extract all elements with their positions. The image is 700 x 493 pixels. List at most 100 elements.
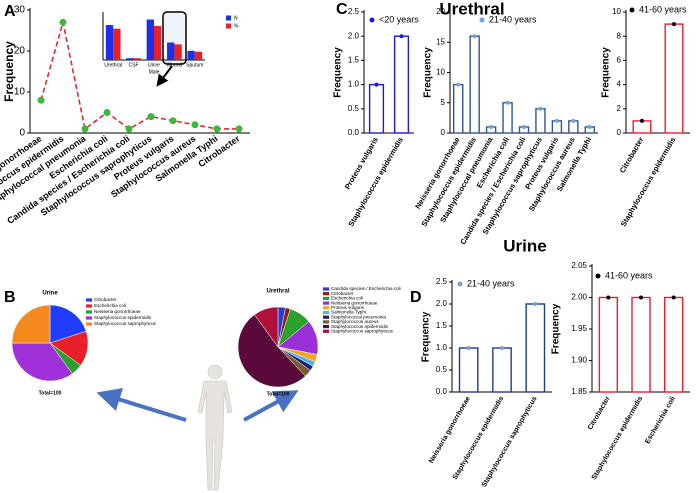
bar xyxy=(368,83,385,134)
legend-marker xyxy=(226,23,231,29)
legend-label: 41-60 years xyxy=(639,4,687,14)
legend-label: Staphylococcus saprophyticus xyxy=(94,321,156,326)
legend-marker xyxy=(323,325,329,329)
bar-dot xyxy=(571,118,576,123)
section-title: Urethral xyxy=(439,0,504,18)
legend-label: Staphylococcus saprophyticus xyxy=(331,329,393,334)
data-line xyxy=(40,22,239,131)
y-tick-label: 1.5 xyxy=(348,56,360,65)
bar-dot xyxy=(472,34,477,39)
pie-title: Urethral xyxy=(266,289,289,295)
bar xyxy=(469,35,480,134)
bar xyxy=(126,58,134,60)
pie-slice xyxy=(254,306,279,348)
legend-marker xyxy=(86,316,92,320)
legend-label: Neisseria gonorrhoeae xyxy=(94,309,141,314)
bar xyxy=(453,83,464,134)
legend-label: Staphylococcal pneumonia xyxy=(331,314,386,319)
panel-label: B xyxy=(4,289,16,306)
legend-marker xyxy=(323,315,329,319)
legend-marker xyxy=(86,298,92,302)
arrow xyxy=(156,65,173,87)
x-tick-label: Staphylococcus saprophyticus xyxy=(481,395,539,488)
panel-label: C xyxy=(336,1,348,18)
legend-label: Citrobacter xyxy=(331,291,354,296)
legend-label: Escherichia coli xyxy=(331,296,363,301)
pie-slice xyxy=(49,304,87,344)
y-tick-label: 10 xyxy=(14,87,26,98)
data-point xyxy=(147,113,155,121)
bar-dot xyxy=(606,295,611,300)
legend-marker xyxy=(323,329,329,333)
y-tick-label: 1.5 xyxy=(436,321,448,330)
y-tick-label: 1.0 xyxy=(348,80,360,89)
x-tick-label: Citrobacter xyxy=(587,395,612,431)
bar xyxy=(492,347,512,393)
x-tick-label: CSF xyxy=(129,62,139,68)
y-axis-label: Frequency xyxy=(421,311,432,362)
y-tick-label: 2.0 xyxy=(436,299,448,308)
legend-marker xyxy=(323,310,329,315)
legend-label: Citrobacter xyxy=(94,297,117,302)
y-tick-label: 1.95 xyxy=(571,324,587,333)
bar xyxy=(133,58,141,60)
y-tick-label: 20 xyxy=(14,46,26,57)
bar-dot xyxy=(374,82,379,87)
y-tick-label: 0.5 xyxy=(436,365,448,374)
legend-marker xyxy=(369,17,375,23)
x-tick-label: Citrobacter xyxy=(618,135,646,174)
y-tick-label: 10 xyxy=(612,7,621,16)
legend-label: Neisseria gonorrhoeae xyxy=(331,300,378,305)
arrow xyxy=(96,388,187,422)
y-tick-label: 0.5 xyxy=(348,104,360,113)
bar xyxy=(502,102,513,134)
y-axis-label: Frequency xyxy=(423,47,434,98)
bar xyxy=(113,28,121,60)
bar-dot xyxy=(639,295,643,300)
bar xyxy=(146,19,154,60)
bar xyxy=(535,108,546,134)
legend-marker xyxy=(629,7,635,13)
bar xyxy=(663,296,684,393)
bar-dot xyxy=(522,124,526,129)
y-tick-label: 2.05 xyxy=(571,261,587,270)
x-tick-label: Urine xyxy=(148,62,160,68)
y-axis-label: Frequency xyxy=(333,47,344,98)
legend-marker xyxy=(595,273,601,279)
bar xyxy=(174,44,182,60)
y-tick-label: 30 xyxy=(14,5,26,16)
bar xyxy=(664,23,684,134)
bar-dot xyxy=(466,346,471,350)
pie-slice xyxy=(11,304,51,344)
x-tick-label: Escherichia coli xyxy=(644,395,677,445)
y-tick-label: 1.0 xyxy=(436,343,448,352)
data-point xyxy=(213,125,221,133)
bar xyxy=(154,25,162,60)
bar xyxy=(393,35,410,134)
bar-dot xyxy=(500,346,504,350)
legend-label: Escherichia coli xyxy=(94,303,126,308)
data-point xyxy=(169,117,177,125)
bar-dot xyxy=(640,118,644,123)
bar xyxy=(105,25,114,60)
legend-marker xyxy=(86,304,92,308)
pie-slice xyxy=(237,314,306,388)
y-tick-label: 2.5 xyxy=(348,7,360,16)
y-tick-label: 1.85 xyxy=(571,387,587,396)
y-tick-label: 0.0 xyxy=(436,387,448,396)
data-point xyxy=(59,18,67,26)
bar-dot xyxy=(399,34,404,39)
legend-marker xyxy=(86,310,92,314)
y-tick-label: 2.00 xyxy=(571,293,587,302)
pie-total: Total=100 xyxy=(39,390,62,396)
data-point xyxy=(37,96,45,104)
panel-label: D xyxy=(410,289,422,306)
legend-label: N xyxy=(234,15,238,21)
legend-label: Salmonella Typhi xyxy=(331,310,366,315)
y-tick-label: 0.0 xyxy=(348,128,360,137)
legend-marker xyxy=(226,15,231,21)
section-title: Urine xyxy=(503,236,546,255)
data-point xyxy=(191,121,199,129)
bar xyxy=(458,347,479,393)
